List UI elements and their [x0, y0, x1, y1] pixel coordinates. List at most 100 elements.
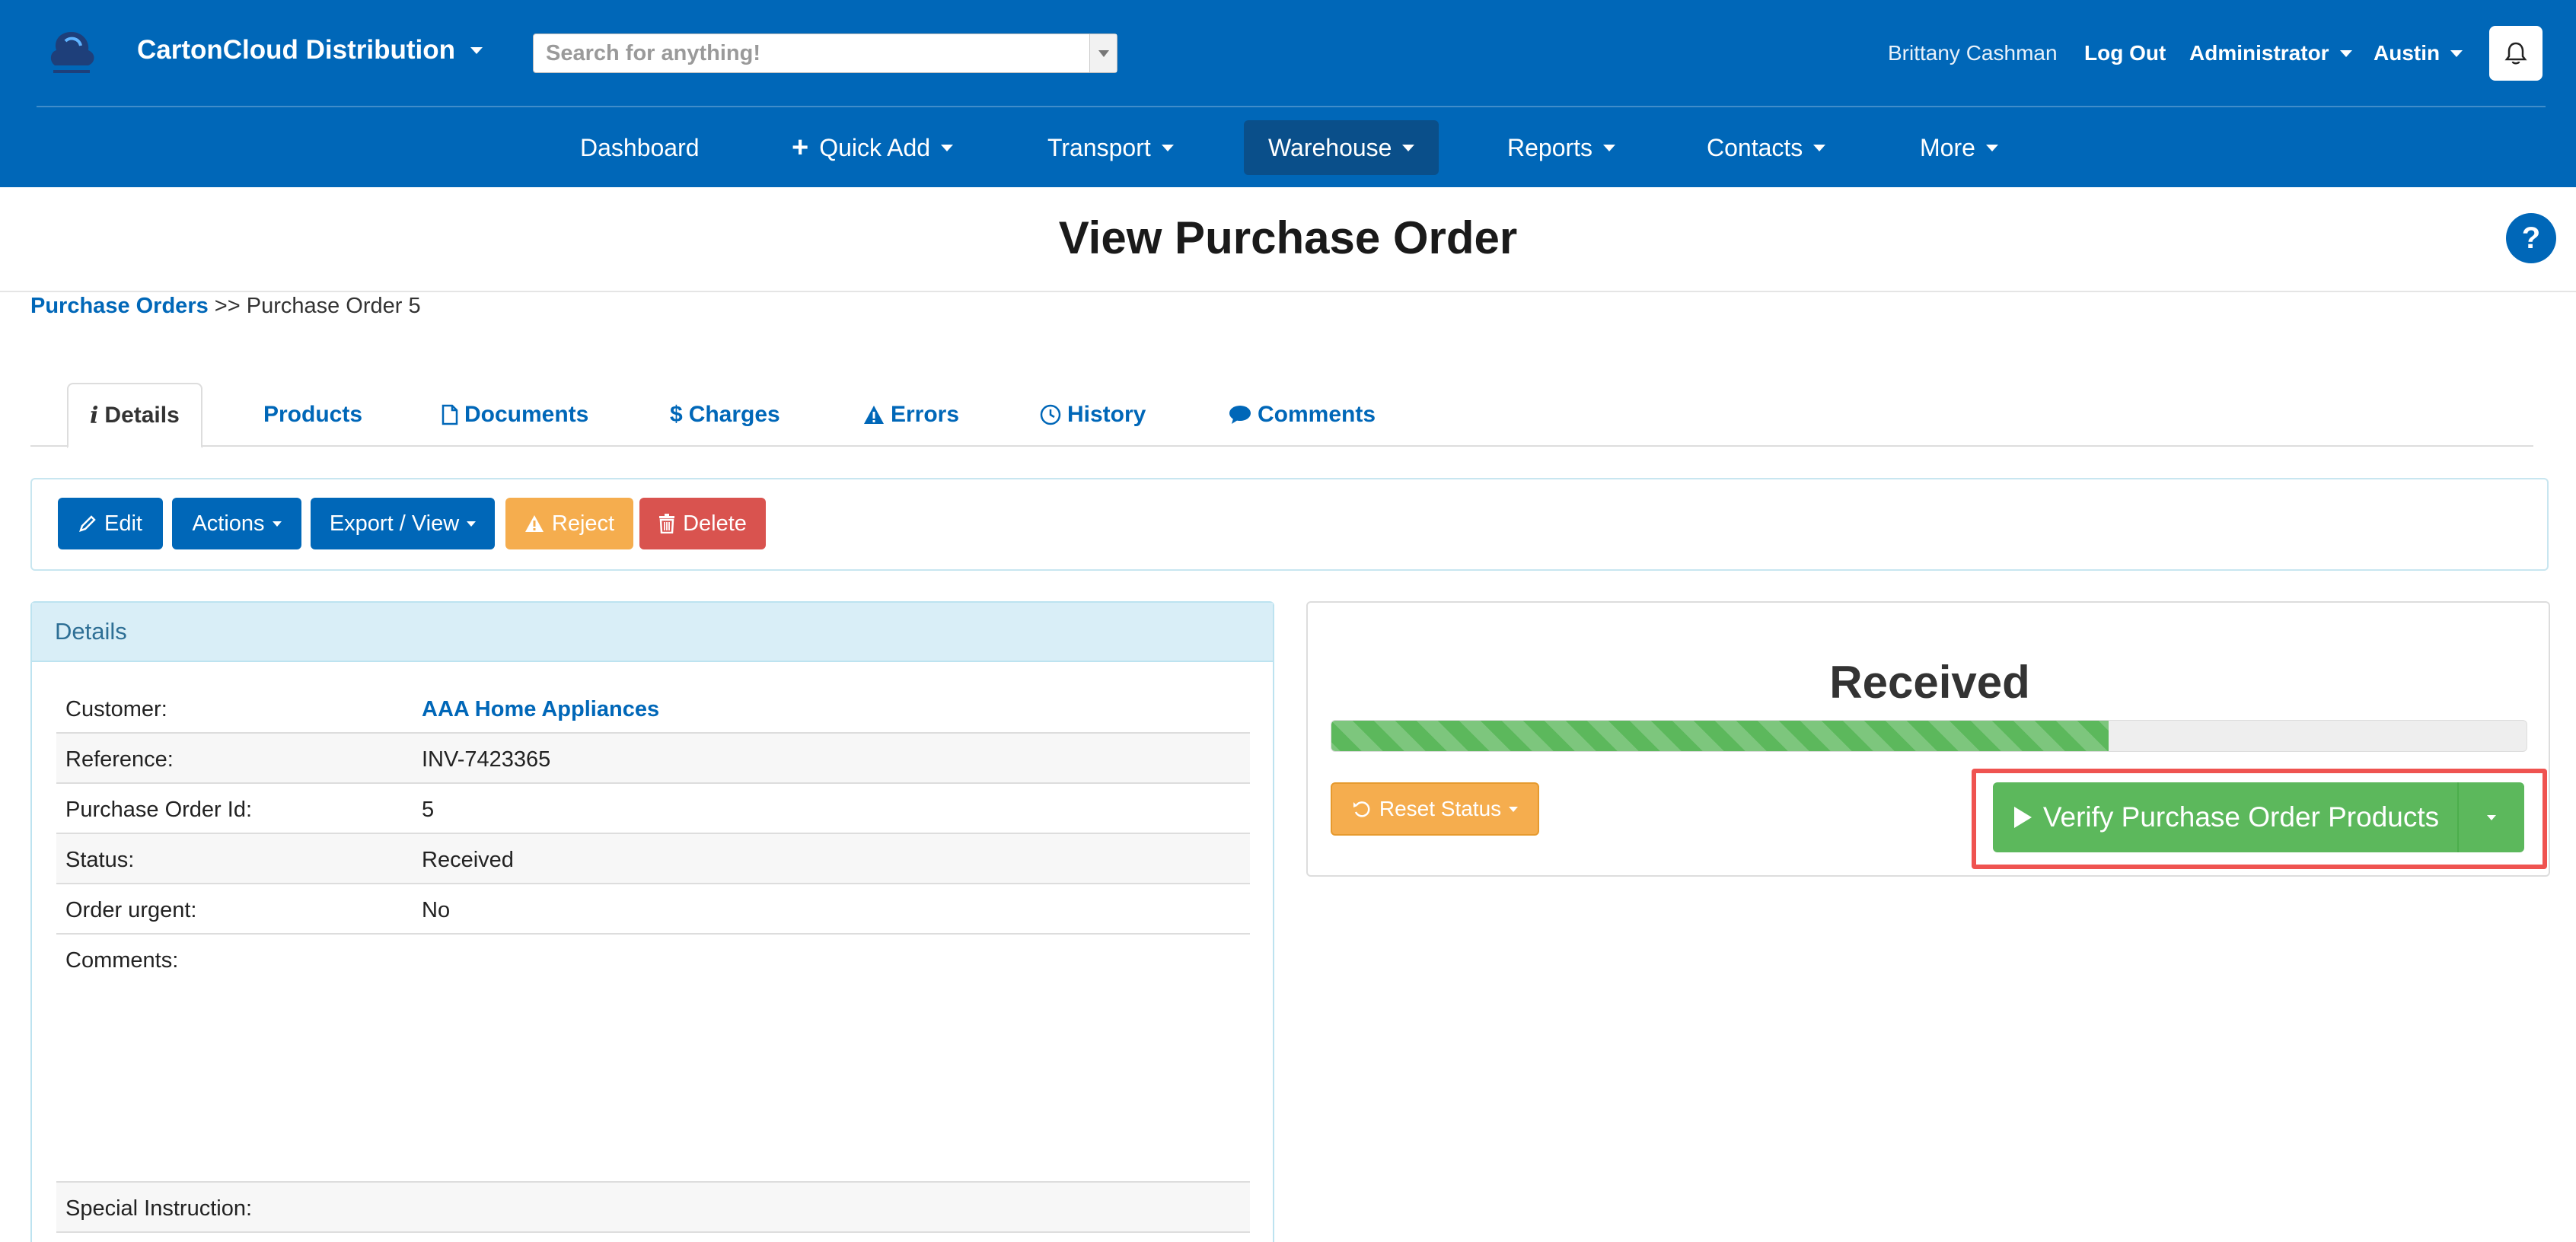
role-dropdown[interactable]: Administrator	[2189, 41, 2352, 65]
nav-label: More	[1920, 134, 1975, 161]
nav-contacts[interactable]: Contacts	[1682, 120, 1850, 175]
caret-down-icon	[2487, 814, 2496, 820]
main-nav: Dashboard + Quick Add Transport Warehous…	[0, 120, 2576, 175]
detail-row-order-urgent: Order urgent: No	[56, 884, 1250, 935]
detail-key: Reference:	[65, 747, 174, 772]
header-divider	[37, 106, 2546, 107]
nav-label: Reports	[1507, 134, 1593, 161]
role-label: Administrator	[2189, 41, 2329, 65]
reset-status-button[interactable]: Reset Status	[1331, 782, 1539, 836]
current-user-name: Brittany Cashman	[1888, 41, 2058, 65]
tab-errors[interactable]: Errors	[863, 383, 959, 447]
detail-row-status: Status: Received	[56, 834, 1250, 884]
trash-icon	[659, 514, 675, 533]
breadcrumb: Purchase Orders >> Purchase Order 5	[30, 294, 421, 319]
caret-down-icon	[1509, 806, 1519, 812]
tab-label: Documents	[464, 402, 589, 427]
global-search	[533, 33, 1117, 73]
detail-value: INV-7423365	[422, 747, 551, 772]
reject-button[interactable]: Reject	[505, 498, 633, 549]
export-view-dropdown-button[interactable]: Export / View	[311, 498, 495, 549]
brand-dropdown[interactable]: CartonCloud Distribution	[137, 35, 483, 65]
help-button[interactable]: ?	[2506, 213, 2556, 263]
detail-row-reference: Reference: INV-7423365	[56, 734, 1250, 784]
status-progress-fill	[1331, 721, 2109, 751]
button-label: Delete	[683, 511, 747, 536]
brand-name: CartonCloud Distribution	[137, 35, 456, 65]
chevron-down-icon	[941, 144, 954, 151]
chevron-down-icon	[1402, 144, 1415, 151]
nav-reports[interactable]: Reports	[1483, 120, 1640, 175]
status-panel: Received Reset Status	[1306, 601, 2550, 877]
details-table: Customer: AAA Home Appliances Reference:…	[56, 683, 1250, 1233]
cartoncloud-logo-icon[interactable]	[43, 27, 100, 79]
dollar-icon: $	[670, 402, 683, 427]
comment-icon	[1229, 406, 1251, 424]
chevron-down-icon	[2339, 49, 2352, 57]
question-icon: ?	[2521, 221, 2541, 255]
logout-link[interactable]: Log Out	[2084, 41, 2166, 65]
detail-key: Comments:	[65, 948, 179, 973]
tab-documents[interactable]: Documents	[442, 383, 588, 447]
actions-dropdown-button[interactable]: Actions	[172, 498, 301, 549]
chevron-down-icon	[2450, 49, 2463, 57]
notifications-button[interactable]	[2489, 26, 2543, 81]
clock-icon	[1040, 404, 1061, 425]
detail-key: Purchase Order Id:	[65, 798, 252, 822]
chevron-down-icon	[1985, 144, 1998, 151]
detail-key: Customer:	[65, 697, 167, 721]
nav-quick-add[interactable]: + Quick Add	[767, 120, 977, 175]
warning-icon	[864, 406, 884, 424]
edit-button[interactable]: Edit	[58, 498, 163, 549]
chevron-down-icon	[1161, 144, 1174, 151]
file-icon	[442, 404, 458, 425]
nav-more[interactable]: More	[1895, 120, 2023, 175]
play-icon	[2013, 807, 2032, 828]
tab-details[interactable]: i Details	[67, 383, 202, 448]
detail-value: No	[422, 898, 451, 922]
search-dropdown-toggle[interactable]	[1089, 34, 1117, 72]
breadcrumb-separator: >>	[214, 294, 241, 318]
details-panel: Details Customer: AAA Home Appliances Re…	[30, 601, 1274, 1242]
title-band: View Purchase Order ?	[0, 187, 2576, 292]
nav-label: Dashboard	[580, 134, 700, 161]
verify-purchase-order-products-button[interactable]: Verify Purchase Order Products	[1993, 782, 2459, 852]
warning-icon	[524, 515, 544, 532]
tab-label: Errors	[891, 402, 960, 427]
verify-highlight-box	[1972, 769, 2547, 869]
button-label: Export / View	[329, 511, 460, 536]
tab-label: Details	[104, 403, 180, 428]
breadcrumb-current: Purchase Order 5	[246, 294, 421, 318]
pencil-icon	[79, 515, 96, 532]
tab-label: Products	[263, 402, 363, 427]
tab-products[interactable]: Products	[263, 383, 362, 447]
customer-link[interactable]: AAA Home Appliances	[422, 697, 660, 721]
location-dropdown[interactable]: Austin	[2374, 41, 2463, 65]
detail-row-comments: Comments:	[56, 935, 1250, 1183]
status-progress-bar	[1331, 720, 2527, 752]
chevron-down-icon	[470, 46, 483, 54]
tab-bar: i Details Products Documents $ Charges E…	[30, 383, 2533, 448]
tab-charges[interactable]: $ Charges	[670, 383, 780, 447]
caret-down-icon	[1098, 49, 1109, 57]
detail-key: Special Instruction:	[65, 1196, 253, 1221]
nav-transport[interactable]: Transport	[1023, 120, 1198, 175]
delete-button[interactable]: Delete	[639, 498, 766, 549]
details-heading: Details	[32, 603, 1273, 662]
caret-down-icon	[467, 521, 477, 527]
info-icon: i	[90, 402, 99, 429]
search-input[interactable]	[534, 35, 1089, 72]
button-label: Verify Purchase Order Products	[2042, 801, 2440, 833]
tab-history[interactable]: History	[1040, 383, 1146, 447]
tab-comments[interactable]: Comments	[1229, 383, 1376, 447]
nav-label: Warehouse	[1268, 134, 1392, 161]
nav-warehouse[interactable]: Warehouse	[1244, 120, 1439, 175]
status-label: Received	[1829, 657, 2030, 708]
detail-row-po-id: Purchase Order Id: 5	[56, 784, 1250, 834]
breadcrumb-purchase-orders-link[interactable]: Purchase Orders	[30, 294, 209, 318]
verify-options-dropdown[interactable]	[2457, 782, 2524, 852]
tab-label: Comments	[1258, 402, 1376, 427]
tab-label: History	[1067, 402, 1146, 427]
nav-dashboard[interactable]: Dashboard	[556, 120, 724, 175]
detail-key: Status:	[65, 848, 135, 872]
